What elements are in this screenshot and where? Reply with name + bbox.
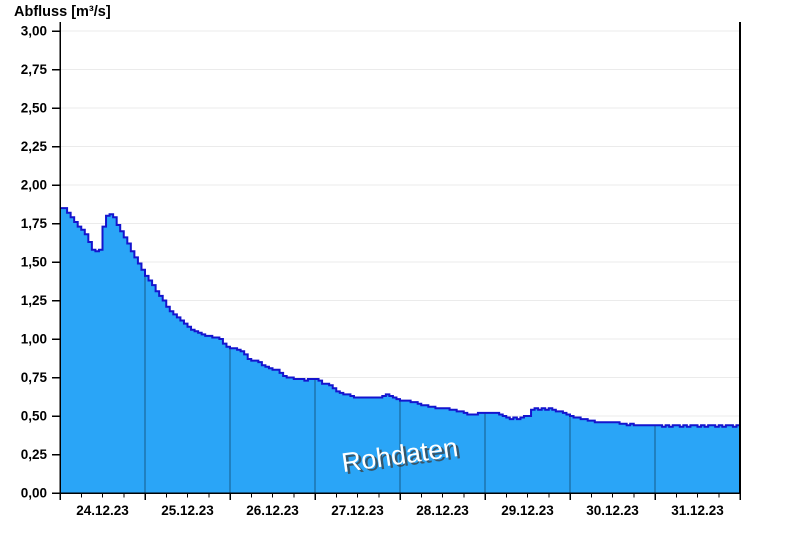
- axis-frame: [59, 22, 741, 494]
- y-tick-label: 0,00: [21, 486, 47, 501]
- x-day-label: 29.12.23: [501, 503, 554, 518]
- y-tick-label: 1,50: [21, 255, 47, 270]
- y-tick-label: 1,00: [21, 332, 47, 347]
- y-tick-label: 2,50: [21, 101, 47, 116]
- y-axis: 3,00 2,75 2,50 2,25 2,00 1,75 1,50 1,25 1,00 0,75…: [21, 24, 60, 501]
- y-tick-label: 0,25: [21, 447, 48, 462]
- y-tick-label: 2,75: [21, 62, 48, 77]
- y-tick-label: 2,25: [21, 139, 48, 154]
- x-day-label: 31.12.23: [671, 503, 724, 518]
- x-day-label: 30.12.23: [586, 503, 639, 518]
- x-day-label: 26.12.23: [246, 503, 299, 518]
- x-day-label: 28.12.23: [416, 503, 469, 518]
- y-tick-label: 1,25: [21, 293, 48, 308]
- y-tick-label: 3,00: [21, 24, 47, 39]
- x-day-label: 25.12.23: [161, 503, 214, 518]
- y-tick-label: 0,50: [21, 409, 47, 424]
- x-axis: 24.12.23 25.12.23 26.12.23 27.12.23 28.12.23…: [59, 493, 741, 518]
- x-day-label: 27.12.23: [331, 503, 384, 518]
- x-day-label: 24.12.23: [76, 503, 129, 518]
- y-tick-label: 1,75: [21, 216, 48, 231]
- discharge-area-fill: [60, 208, 740, 493]
- discharge-step-line: [60, 207, 740, 428]
- y-tick-label: 0,75: [21, 370, 48, 385]
- y-tick-label: 2,00: [21, 178, 47, 193]
- chart-title: Abfluss [m³/s]: [14, 4, 111, 20]
